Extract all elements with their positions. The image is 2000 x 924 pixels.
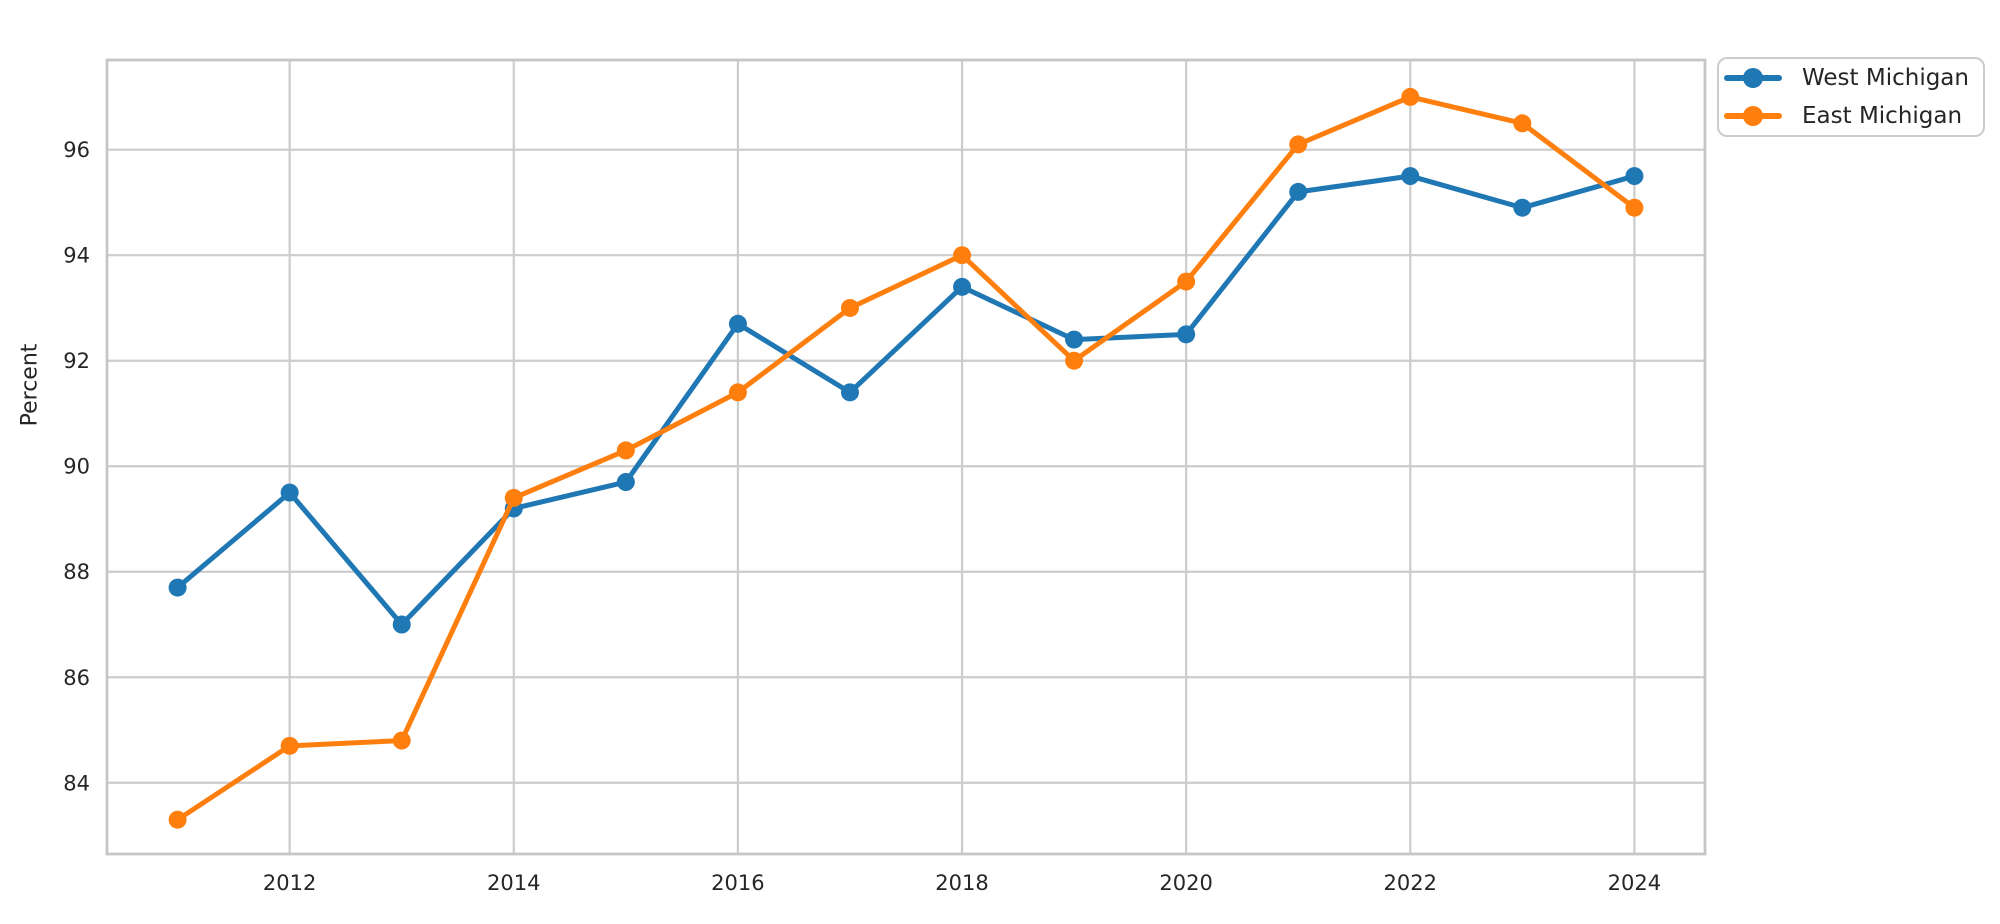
marker-east-michigan-2020	[1177, 272, 1196, 291]
marker-west-michigan-2013	[392, 615, 411, 634]
marker-west-michigan-2011	[168, 578, 187, 597]
y-tick-label-92: 92	[63, 349, 90, 373]
marker-west-michigan-2023	[1513, 198, 1532, 217]
legend-line-marker-icon-east-michigan	[1724, 113, 1782, 119]
legend-label-west-michigan: West Michigan	[1802, 65, 1969, 91]
marker-west-michigan-2021	[1289, 182, 1308, 201]
x-tick-label-2020: 2020	[1159, 871, 1212, 895]
marker-west-michigan-2019	[1065, 330, 1084, 349]
marker-west-michigan-2020	[1177, 325, 1196, 344]
marker-east-michigan-2015	[616, 441, 635, 460]
y-tick-label-88: 88	[63, 560, 90, 584]
marker-east-michigan-2023	[1513, 114, 1532, 133]
marker-west-michigan-2022	[1401, 167, 1420, 186]
y-tick-label-84: 84	[63, 771, 90, 795]
chart-legend: West Michigan East Michigan	[1717, 57, 1985, 137]
x-tick-label-2014: 2014	[487, 871, 540, 895]
series-line-east-michigan	[175, 94, 1637, 823]
x-tick-label-2024: 2024	[1608, 871, 1661, 895]
marker-east-michigan-2014	[504, 488, 523, 507]
y-axis-title: Percent	[17, 343, 43, 427]
x-tick-label-2018: 2018	[935, 871, 988, 895]
legend-label-east-michigan: East Michigan	[1802, 103, 1963, 129]
y-tick-label-96: 96	[63, 138, 90, 162]
marker-east-michigan-2021	[1289, 135, 1308, 154]
marker-east-michigan-2022	[1401, 87, 1420, 106]
marker-east-michigan-2018	[953, 246, 972, 265]
marker-east-michigan-2016	[728, 383, 747, 402]
marker-west-michigan-2017	[840, 383, 859, 402]
marker-east-michigan-2013	[392, 731, 411, 750]
marker-east-michigan-2019	[1065, 351, 1084, 370]
marker-west-michigan-2016	[728, 314, 747, 333]
legend-item-east-michigan: East Michigan	[1719, 97, 1983, 135]
y-tick-label-86: 86	[63, 666, 90, 690]
marker-west-michigan-2015	[616, 473, 635, 492]
marker-west-michigan-2018	[953, 277, 972, 296]
y-tick-label-90: 90	[63, 455, 90, 479]
marker-west-michigan-2024	[1625, 167, 1644, 186]
marker-east-michigan-2011	[168, 810, 187, 829]
marker-east-michigan-2017	[840, 298, 859, 317]
y-tick-label-94: 94	[63, 244, 90, 268]
x-tick-label-2016: 2016	[711, 871, 764, 895]
legend-line-marker-icon-west-michigan	[1724, 75, 1782, 81]
x-tick-label-2022: 2022	[1384, 871, 1437, 895]
marker-east-michigan-2024	[1625, 198, 1644, 217]
series-line-west-michigan	[175, 173, 1637, 628]
x-tick-label-2012: 2012	[263, 871, 316, 895]
marker-east-michigan-2012	[280, 736, 299, 755]
legend-item-west-michigan: West Michigan	[1719, 59, 1983, 97]
marker-west-michigan-2012	[280, 483, 299, 502]
plot-border	[105, 58, 1707, 856]
